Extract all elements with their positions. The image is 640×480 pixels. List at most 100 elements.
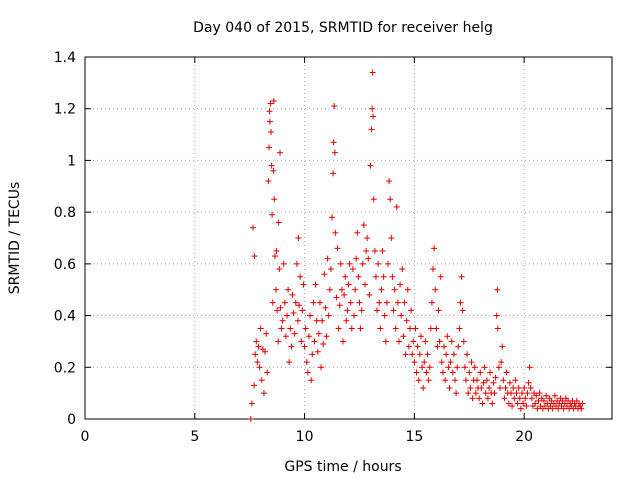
data-point (248, 400, 255, 407)
data-point (330, 170, 337, 177)
data-point (266, 144, 273, 151)
data-point (286, 359, 293, 366)
data-point (439, 369, 446, 376)
data-point (454, 364, 461, 371)
data-point (555, 405, 562, 412)
data-point (325, 312, 332, 319)
data-point (322, 304, 329, 311)
chart-title: Day 040 of 2015, SRMTID for receiver hel… (193, 20, 493, 36)
data-point (303, 359, 310, 366)
data-point (385, 260, 392, 267)
data-point (359, 260, 366, 267)
data-point (320, 341, 327, 348)
data-point (514, 400, 521, 407)
data-point (263, 330, 270, 337)
data-point (357, 325, 364, 332)
data-point (350, 312, 357, 319)
data-point (265, 178, 272, 185)
data-point (280, 260, 287, 267)
data-point (551, 392, 558, 399)
data-point (370, 113, 377, 120)
data-point (271, 253, 278, 260)
data-point (404, 286, 411, 293)
data-point (287, 325, 294, 332)
data-point (578, 405, 585, 412)
data-point (456, 325, 463, 332)
data-point (447, 359, 454, 366)
data-point (415, 377, 422, 384)
data-point (513, 390, 520, 397)
data-point (490, 379, 497, 386)
data-point (516, 395, 523, 402)
data-point (347, 299, 354, 306)
data-point (302, 325, 309, 332)
data-point (275, 338, 282, 345)
data-point (522, 395, 529, 402)
y-tick-label: 0.8 (54, 205, 76, 221)
data-point (348, 325, 355, 332)
data-point (400, 333, 407, 340)
data-point (334, 245, 341, 252)
data-point (291, 330, 298, 337)
data-point (335, 325, 342, 332)
data-point (312, 281, 319, 288)
data-point (327, 266, 334, 273)
data-point (426, 364, 433, 371)
data-point (498, 359, 505, 366)
data-point (499, 343, 506, 350)
data-point (390, 307, 397, 314)
data-point (315, 330, 322, 337)
data-point (419, 364, 426, 371)
data-point (276, 149, 283, 156)
data-point (262, 348, 269, 355)
data-point (374, 307, 381, 314)
data-point (256, 364, 263, 371)
data-point (465, 390, 472, 397)
x-tick-label: 5 (190, 429, 199, 445)
data-point (343, 317, 350, 324)
data-point (431, 245, 438, 252)
data-point (377, 325, 384, 332)
data-point (266, 118, 273, 125)
data-point (326, 286, 333, 293)
data-point (354, 229, 361, 236)
data-point (260, 390, 267, 397)
data-point (437, 273, 444, 280)
data-point (543, 392, 550, 399)
data-point (408, 307, 415, 314)
data-point (268, 162, 275, 169)
data-point (523, 403, 530, 410)
data-point (319, 317, 326, 324)
data-point (483, 377, 490, 384)
data-point (378, 286, 385, 293)
data-point (367, 162, 374, 169)
data-point (376, 299, 383, 306)
data-point (477, 369, 484, 376)
data-point (476, 395, 483, 402)
data-point (549, 405, 556, 412)
data-point (507, 390, 514, 397)
data-point (428, 299, 435, 306)
data-points (247, 69, 586, 422)
data-point (273, 286, 280, 293)
data-point (402, 351, 409, 358)
data-point (503, 369, 510, 376)
data-point (532, 400, 539, 407)
data-point (329, 214, 336, 221)
data-point (434, 343, 441, 350)
data-point (349, 266, 356, 273)
data-point (269, 299, 276, 306)
data-point (300, 281, 307, 288)
data-point (393, 203, 400, 210)
data-point (491, 390, 498, 397)
data-point (340, 338, 347, 345)
data-point (383, 299, 390, 306)
data-point (464, 351, 471, 358)
data-point (379, 247, 386, 254)
data-point (461, 364, 468, 371)
data-point (388, 235, 395, 241)
data-point (298, 338, 305, 345)
data-point (279, 317, 286, 324)
data-point (535, 397, 542, 404)
data-point (363, 247, 370, 254)
